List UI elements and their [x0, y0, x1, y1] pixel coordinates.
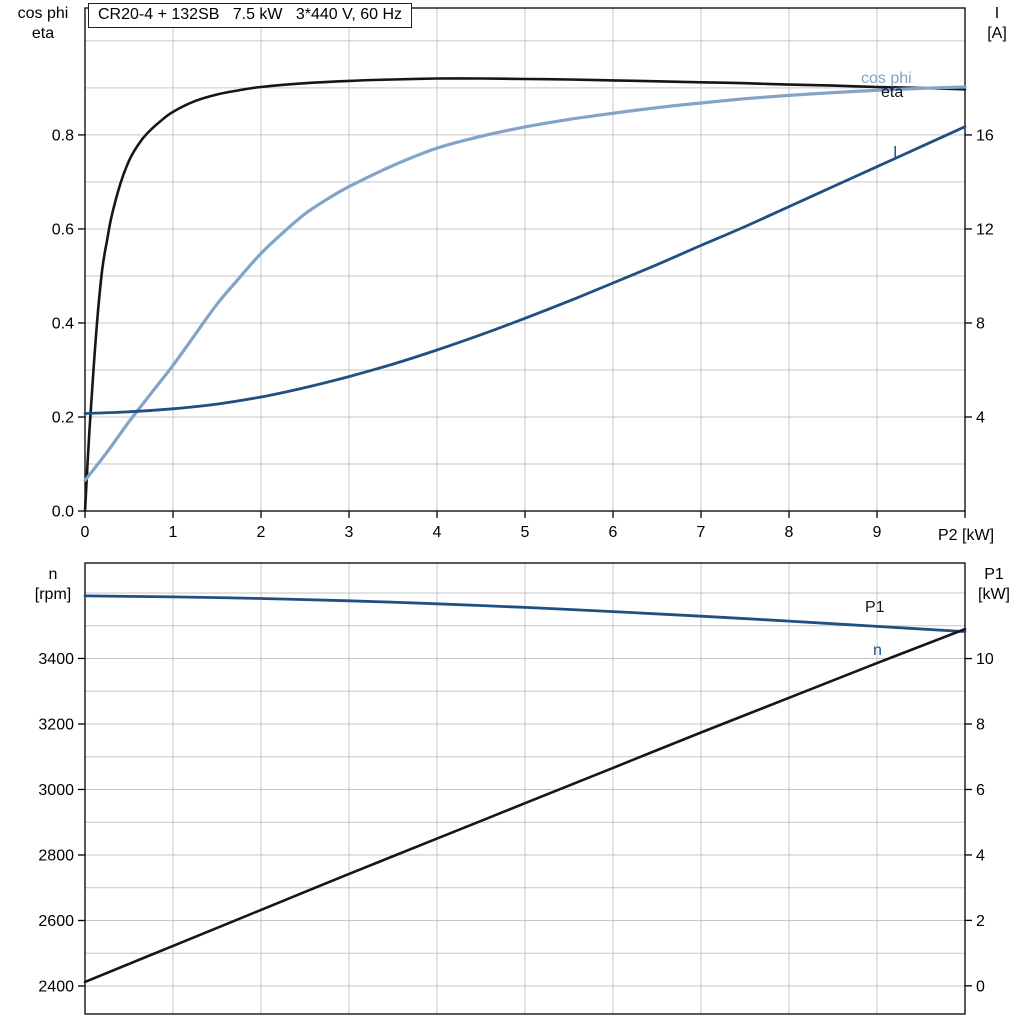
axis-label-line: [rpm] [34, 586, 72, 603]
tick-label: 6 [609, 524, 618, 541]
tick-label: 8 [976, 315, 985, 332]
tick-label: 5 [521, 524, 530, 541]
curve-label-I: I [893, 144, 897, 161]
tick-label: 16 [976, 127, 994, 144]
tick-label: 4 [976, 409, 985, 426]
axis-label-line: I [994, 5, 1000, 22]
series-n [83, 594, 967, 633]
top-left-axis-label: cos phi eta [4, 4, 82, 44]
tick-label: 0.2 [52, 409, 74, 426]
bottom-left-axis-label: n [rpm] [22, 565, 84, 605]
tick-label: 6 [976, 782, 985, 799]
tick-label: 0.8 [52, 127, 74, 144]
tick-label: 0.4 [52, 315, 74, 332]
plot-frame [84, 562, 966, 1015]
tick-label: 4 [433, 524, 442, 541]
tick-label: 0.6 [52, 221, 74, 238]
tick-label: 1 [169, 524, 178, 541]
series-eta [83, 77, 967, 513]
curve-label-n: n [873, 642, 882, 659]
axis-label-line: eta [31, 25, 55, 42]
tick-label: 2600 [38, 913, 74, 930]
axis-label-line: cos phi [17, 5, 69, 22]
tick-label: 7 [697, 524, 706, 541]
tick-label: 2 [976, 913, 985, 930]
tick-label: 0 [81, 524, 90, 541]
curve-label-P1: P1 [865, 599, 885, 616]
bottom-right-axis-label: P1 [kW] [966, 565, 1022, 605]
tick-label: 12 [976, 221, 994, 238]
series-P1 [83, 627, 967, 984]
tick-label: 9 [873, 524, 882, 541]
tick-label: 8 [785, 524, 794, 541]
tick-label: 10 [976, 651, 994, 668]
series-I [83, 125, 967, 415]
x-axis-label: P2 [kW] [938, 527, 995, 544]
tick-label: 8 [976, 717, 985, 734]
axis-label-line: [A] [987, 25, 1007, 42]
axis-label-line: [kW] [978, 586, 1010, 603]
curve-label-cos-phi: cos phi [861, 70, 912, 87]
tick-label: 2400 [38, 978, 74, 995]
chart-title-box: CR20-4 + 132SB 7.5 kW 3*440 V, 60 Hz [88, 3, 413, 28]
tick-label: 4 [976, 847, 985, 864]
tick-label: 3000 [38, 782, 74, 799]
axis-label-line: P1 [984, 566, 1004, 583]
tick-label: 3400 [38, 651, 74, 668]
series-cos-phi [83, 85, 967, 482]
axis-label-line: n [48, 566, 58, 583]
tick-label: 2800 [38, 847, 74, 864]
curve-label-eta: eta [881, 84, 903, 101]
top-right-axis-label: I [A] [973, 4, 1021, 44]
tick-label: 2 [257, 524, 266, 541]
tick-label: 0.0 [52, 504, 74, 521]
tick-label: 3200 [38, 716, 74, 733]
tick-label: 3 [345, 524, 354, 541]
tick-label: 0 [976, 978, 985, 995]
